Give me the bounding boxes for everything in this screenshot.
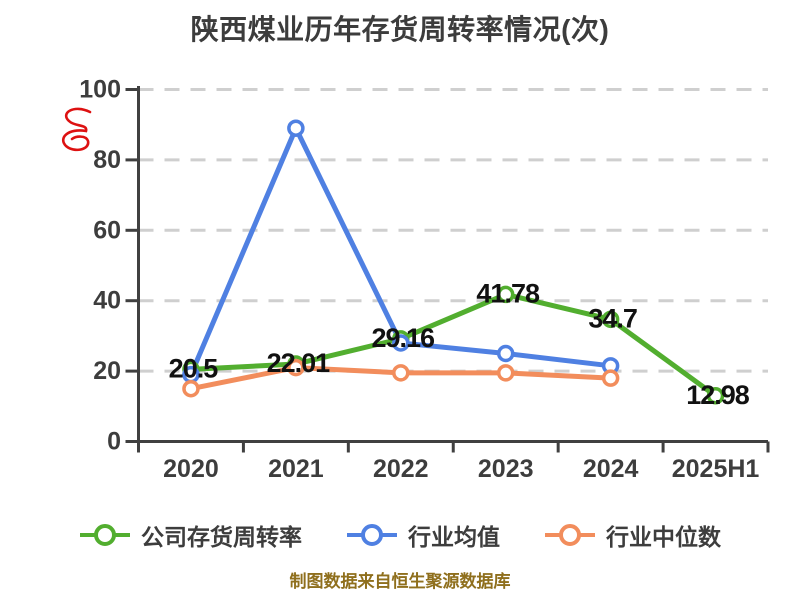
legend-item-industry-mean: 行业均值: [346, 518, 500, 552]
legend-item-industry-median: 行业中位数: [544, 518, 721, 552]
x-tick-label: 2024: [583, 455, 639, 483]
data-point-行业中位数: [392, 364, 410, 382]
data-point-公司存货周转率: [601, 310, 620, 329]
data-point-公司存货周转率: [496, 285, 515, 304]
data-label: 20.5: [169, 353, 219, 383]
series-line-公司存货周转率: [188, 291, 719, 399]
data-label: 34.7: [588, 303, 637, 333]
data-point-行业中位数: [287, 358, 305, 377]
x-tick-label: 2025H1: [672, 455, 760, 483]
y-tick-label: 80: [93, 146, 121, 174]
red-scribble-path: [61, 107, 92, 152]
legend-marker-orange-icon: [545, 524, 595, 546]
x-tick-label: 2023: [478, 455, 534, 483]
legend-label-company-turnover: 公司存货周转率: [141, 524, 302, 550]
data-label: 29.16: [372, 323, 436, 353]
legend-marker-green-icon: [80, 524, 130, 546]
red-scribble-icon: [61, 107, 92, 152]
data-source-note: 制图数据来自恒生聚源数据库: [289, 572, 511, 591]
x-tick-label: 2020: [163, 455, 219, 483]
legend-label-industry-median: 行业中位数: [606, 524, 721, 550]
data-point-行业中位数: [182, 379, 200, 398]
y-tick-label: 100: [79, 76, 121, 104]
x-tick-label: 2021: [268, 455, 324, 483]
data-point-行业中位数: [496, 364, 515, 382]
y-tick-label: 40: [93, 287, 121, 315]
chart-title: 陕西煤业历年存货周转率情况(次): [190, 14, 610, 45]
chart-legend: 公司存货周转率 行业均值 行业中位数: [0, 518, 800, 552]
data-point-行业均值: [496, 344, 515, 363]
y-tick-label: 20: [93, 357, 121, 385]
legend-label-industry-mean: 行业均值: [408, 524, 500, 550]
data-label: 12.98: [686, 380, 750, 410]
data-point-行业均值: [287, 119, 305, 137]
legend-marker-blue-icon: [347, 524, 397, 546]
data-label: 22.01: [267, 348, 331, 378]
data-label: 41.78: [476, 278, 540, 308]
data-point-公司存货周转率: [706, 387, 725, 405]
y-tick-label: 60: [93, 216, 121, 244]
x-tick-label: 2022: [373, 455, 429, 483]
data-point-行业均值: [392, 334, 410, 352]
y-tick-label: 0: [107, 428, 121, 456]
data-point-行业中位数: [601, 369, 620, 387]
legend-item-company-turnover: 公司存货周转率: [79, 518, 302, 552]
